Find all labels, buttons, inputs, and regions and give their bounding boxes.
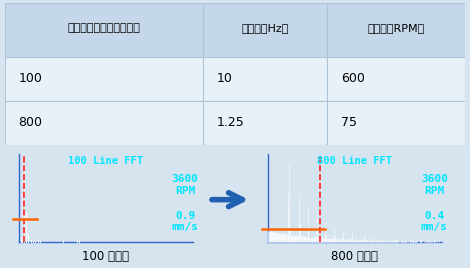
Text: 3600
RPM: 3600 RPM xyxy=(172,174,199,196)
Text: 分解能（RPM）: 分解能（RPM） xyxy=(368,23,425,33)
Bar xyxy=(5,3,203,57)
Text: 10: 10 xyxy=(217,72,233,85)
Bar xyxy=(327,57,465,101)
Text: 600: 600 xyxy=(341,72,365,85)
Text: 0.4
mm/s: 0.4 mm/s xyxy=(421,211,448,232)
Text: 800: 800 xyxy=(18,116,42,129)
Bar xyxy=(327,3,465,57)
Bar xyxy=(327,101,465,145)
Text: 3600
RPM: 3600 RPM xyxy=(421,174,448,196)
Bar xyxy=(203,3,327,57)
Bar xyxy=(5,101,203,145)
Text: 1.25: 1.25 xyxy=(217,116,244,129)
Text: 800 ライン: 800 ライン xyxy=(331,250,378,263)
Bar xyxy=(203,57,327,101)
Text: 100: 100 xyxy=(18,72,42,85)
Text: 分解能（Hz）: 分解能（Hz） xyxy=(241,23,289,33)
Text: 100 ライン: 100 ライン xyxy=(82,250,129,263)
Bar xyxy=(203,101,327,145)
Bar xyxy=(5,57,203,101)
Text: ライン：分割数（横軸）: ライン：分割数（横軸） xyxy=(67,23,140,33)
Text: 75: 75 xyxy=(341,116,357,129)
Text: 100 Line FFT: 100 Line FFT xyxy=(68,156,143,166)
Text: 0.9
mm/s: 0.9 mm/s xyxy=(172,211,199,232)
Text: 800 Line FFT: 800 Line FFT xyxy=(317,156,392,166)
